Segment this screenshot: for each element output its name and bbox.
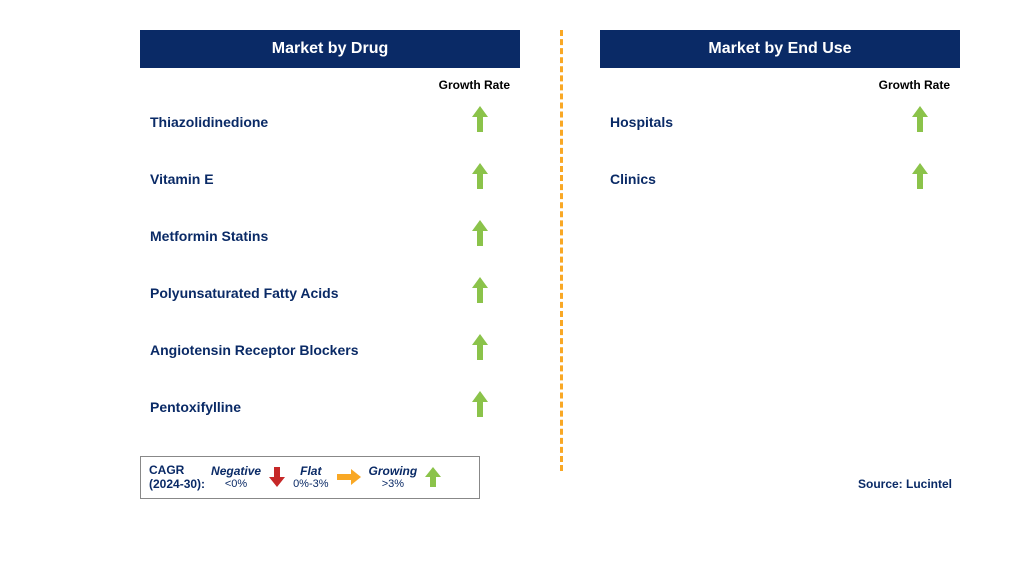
growth-indicator — [470, 332, 490, 367]
legend-growing-range: >3% — [382, 478, 404, 491]
legend-flat-col: Flat 0%-3% — [293, 464, 328, 492]
category-label: Hospitals — [610, 114, 673, 130]
vertical-divider — [560, 30, 563, 471]
category-label: Metformin Statins — [150, 228, 268, 244]
legend-flat-title: Flat — [300, 464, 321, 478]
category-label: Pentoxifylline — [150, 399, 241, 415]
legend-box: CAGR (2024-30): Negative <0% Flat 0%-3% … — [140, 456, 480, 499]
legend-cagr-line1: CAGR — [149, 463, 184, 477]
growth-indicator — [470, 218, 490, 253]
right-panel-title: Market by End Use — [600, 30, 960, 68]
category-row: Hospitals — [600, 104, 960, 139]
arrow-up-icon — [470, 275, 490, 305]
category-label: Polyunsaturated Fatty Acids — [150, 285, 339, 301]
source-label: Source: Lucintel — [858, 477, 952, 491]
legend-negative-range: <0% — [225, 478, 247, 491]
arrow-up-icon — [470, 389, 490, 419]
left-panel: Market by Drug Growth Rate Thiazolidined… — [140, 30, 520, 541]
arrow-up-icon — [470, 161, 490, 191]
left-growth-header: Growth Rate — [140, 78, 520, 92]
category-row: Polyunsaturated Fatty Acids — [140, 275, 520, 310]
legend-negative-col: Negative <0% — [211, 464, 261, 492]
growth-indicator — [470, 389, 490, 424]
legend-flat-range: 0%-3% — [293, 478, 328, 491]
growth-indicator — [910, 161, 930, 196]
arrow-down-icon — [267, 465, 287, 489]
category-label: Angiotensin Receptor Blockers — [150, 342, 359, 358]
growth-indicator — [470, 161, 490, 196]
infographic-container: Market by Drug Growth Rate Thiazolidined… — [0, 0, 1032, 561]
arrow-up-icon — [910, 161, 930, 191]
category-label: Vitamin E — [150, 171, 214, 187]
left-panel-title: Market by Drug — [140, 30, 520, 68]
category-row: Pentoxifylline — [140, 389, 520, 424]
growth-indicator — [470, 275, 490, 310]
right-panel: Market by End Use Growth Rate Hospitals C… — [600, 30, 960, 541]
arrow-up-icon — [423, 465, 443, 489]
legend-negative-title: Negative — [211, 464, 261, 478]
category-label: Thiazolidinedione — [150, 114, 268, 130]
arrow-up-icon — [470, 218, 490, 248]
arrow-up-icon — [470, 104, 490, 134]
growth-indicator — [910, 104, 930, 139]
category-row: Angiotensin Receptor Blockers — [140, 332, 520, 367]
category-row: Vitamin E — [140, 161, 520, 196]
legend-cagr: CAGR (2024-30): — [149, 463, 205, 492]
growth-indicator — [470, 104, 490, 139]
left-rows: Thiazolidinedione Vitamin E Metformin Stat… — [140, 104, 520, 446]
right-rows: Hospitals Clinics — [600, 104, 960, 218]
arrow-up-icon — [910, 104, 930, 134]
category-row: Thiazolidinedione — [140, 104, 520, 139]
legend-cagr-line2: (2024-30): — [149, 477, 205, 491]
legend-growing-col: Growing >3% — [369, 464, 418, 492]
legend-growing-title: Growing — [369, 464, 418, 478]
category-label: Clinics — [610, 171, 656, 187]
arrow-up-icon — [470, 332, 490, 362]
right-growth-header: Growth Rate — [600, 78, 960, 92]
category-row: Clinics — [600, 161, 960, 196]
category-row: Metformin Statins — [140, 218, 520, 253]
arrow-right-icon — [335, 467, 363, 487]
